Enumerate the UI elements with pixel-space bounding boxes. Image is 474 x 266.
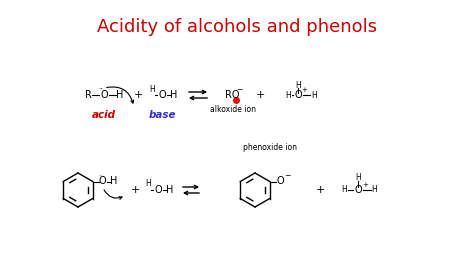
- Text: O: O: [154, 185, 162, 195]
- Text: RO: RO: [225, 90, 239, 100]
- FancyArrowPatch shape: [107, 87, 134, 103]
- Text: O: O: [294, 90, 302, 100]
- Text: O: O: [277, 177, 284, 186]
- Text: H: H: [149, 85, 155, 94]
- Text: O: O: [158, 90, 166, 100]
- Text: +: +: [301, 87, 307, 93]
- Text: ··: ··: [99, 173, 103, 178]
- Text: H: H: [116, 90, 124, 100]
- Text: O: O: [99, 177, 107, 186]
- Text: acid: acid: [92, 110, 116, 120]
- Text: O: O: [354, 185, 362, 195]
- Text: H: H: [295, 81, 301, 89]
- Text: +: +: [315, 185, 325, 195]
- Text: O: O: [100, 90, 108, 100]
- Text: R: R: [84, 90, 91, 100]
- Text: Acidity of alcohols and phenols: Acidity of alcohols and phenols: [97, 18, 377, 36]
- Text: H: H: [371, 185, 377, 194]
- Text: H: H: [285, 90, 291, 99]
- Text: base: base: [148, 110, 176, 120]
- Text: ··: ··: [99, 86, 103, 92]
- Text: −: −: [236, 85, 242, 94]
- Text: alkoxide ion: alkoxide ion: [210, 106, 256, 114]
- Text: H: H: [110, 177, 118, 186]
- Text: phenoxide ion: phenoxide ion: [243, 143, 297, 152]
- FancyArrowPatch shape: [104, 190, 122, 199]
- Text: +: +: [362, 182, 368, 188]
- Text: H: H: [311, 90, 317, 99]
- Text: H: H: [145, 180, 151, 189]
- Text: +: +: [133, 90, 143, 100]
- Text: +: +: [130, 185, 140, 195]
- Text: H: H: [341, 185, 347, 194]
- Text: H: H: [166, 185, 173, 195]
- Text: −: −: [284, 171, 291, 180]
- Text: H: H: [170, 90, 178, 100]
- Text: H: H: [355, 173, 361, 182]
- Text: +: +: [255, 90, 264, 100]
